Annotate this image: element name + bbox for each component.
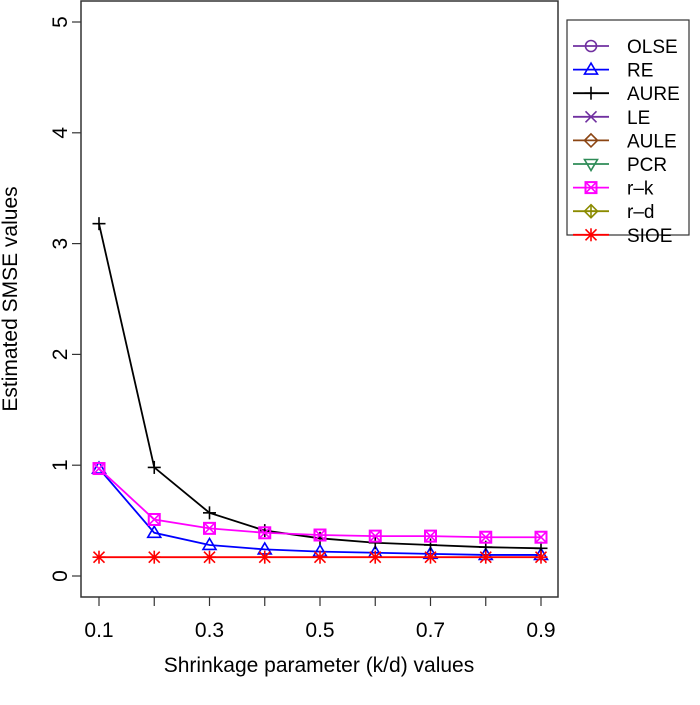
y-tick-label: 1 bbox=[49, 459, 72, 471]
x-tick-label: 0.1 bbox=[84, 619, 113, 642]
data-point bbox=[201, 536, 218, 551]
series-sioe bbox=[92, 550, 548, 564]
data-point bbox=[146, 524, 163, 539]
legend-item: r–k bbox=[573, 179, 654, 200]
series-rk bbox=[92, 462, 548, 544]
data-point bbox=[92, 462, 106, 476]
legend-marker bbox=[584, 181, 598, 195]
data-point bbox=[92, 462, 106, 475]
data-point bbox=[258, 526, 271, 539]
x-tick-label: 0.9 bbox=[526, 619, 555, 642]
legend-label: RE bbox=[627, 61, 653, 82]
data-point bbox=[479, 531, 492, 544]
legend-item: AURE bbox=[573, 84, 680, 105]
data-point bbox=[479, 551, 492, 564]
legend-marker bbox=[584, 39, 598, 53]
data-point bbox=[203, 522, 216, 535]
legend-label: r–k bbox=[627, 179, 654, 200]
legend-marker bbox=[583, 132, 599, 149]
legend-marker bbox=[584, 110, 598, 123]
legend-item: PCR bbox=[573, 155, 667, 176]
series-re bbox=[91, 460, 549, 561]
data-point bbox=[534, 551, 548, 564]
data-point bbox=[148, 551, 161, 564]
legend-label: AURE bbox=[627, 84, 680, 105]
legend-label: PCR bbox=[627, 155, 667, 176]
legend-marker bbox=[583, 158, 599, 173]
y-tick-label: 4 bbox=[49, 127, 72, 139]
legend-box bbox=[566, 19, 690, 236]
data-point bbox=[313, 551, 327, 564]
y-tick-label: 3 bbox=[49, 238, 72, 250]
data-point bbox=[534, 530, 548, 544]
legend-item: LE bbox=[573, 108, 650, 129]
data-point bbox=[313, 528, 327, 542]
data-point bbox=[92, 551, 106, 564]
x-tick-label: 0.3 bbox=[195, 619, 224, 642]
legend-label: AULE bbox=[627, 131, 677, 152]
data-point bbox=[258, 526, 272, 540]
x-tick-label: 0.7 bbox=[416, 619, 445, 642]
legend-marker bbox=[583, 203, 599, 219]
data-point bbox=[424, 551, 437, 564]
data-point bbox=[148, 513, 161, 526]
x-axis-label: Shrinkage parameter (k/d) values bbox=[164, 654, 474, 677]
x-tick-label: 0.5 bbox=[305, 619, 334, 642]
legend-item: OLSE bbox=[573, 37, 678, 58]
data-point bbox=[203, 551, 216, 564]
legend-item: SIOE bbox=[573, 226, 672, 247]
data-point bbox=[424, 530, 437, 543]
y-tick-label: 5 bbox=[49, 16, 72, 28]
y-tick-label: 0 bbox=[49, 570, 72, 582]
legend-item: RE bbox=[573, 61, 653, 82]
data-point bbox=[147, 512, 161, 526]
series-aure bbox=[92, 217, 548, 555]
legend-marker bbox=[584, 228, 598, 241]
y-tick-label: 2 bbox=[49, 349, 72, 361]
series-line bbox=[98, 223, 542, 550]
data-point bbox=[369, 551, 382, 564]
legend-marker bbox=[584, 181, 598, 194]
data-point bbox=[369, 530, 382, 543]
data-point bbox=[258, 551, 271, 564]
legend-item: r–d bbox=[573, 202, 654, 223]
plot-frame bbox=[80, 0, 559, 598]
legend-marker bbox=[583, 61, 599, 75]
legend-label: OLSE bbox=[627, 37, 678, 58]
data-point bbox=[424, 529, 437, 543]
data-point bbox=[313, 528, 327, 542]
series-line bbox=[98, 467, 541, 539]
legend-label: SIOE bbox=[627, 226, 672, 247]
data-point bbox=[534, 531, 548, 544]
legend-item: AULE bbox=[573, 131, 677, 152]
y-axis-label: Estimated SMSE values bbox=[0, 186, 22, 411]
data-point bbox=[368, 529, 382, 543]
legend-label: r–d bbox=[627, 202, 654, 223]
legend-label: LE bbox=[627, 108, 650, 129]
data-point bbox=[203, 521, 216, 535]
data-point bbox=[479, 530, 493, 544]
